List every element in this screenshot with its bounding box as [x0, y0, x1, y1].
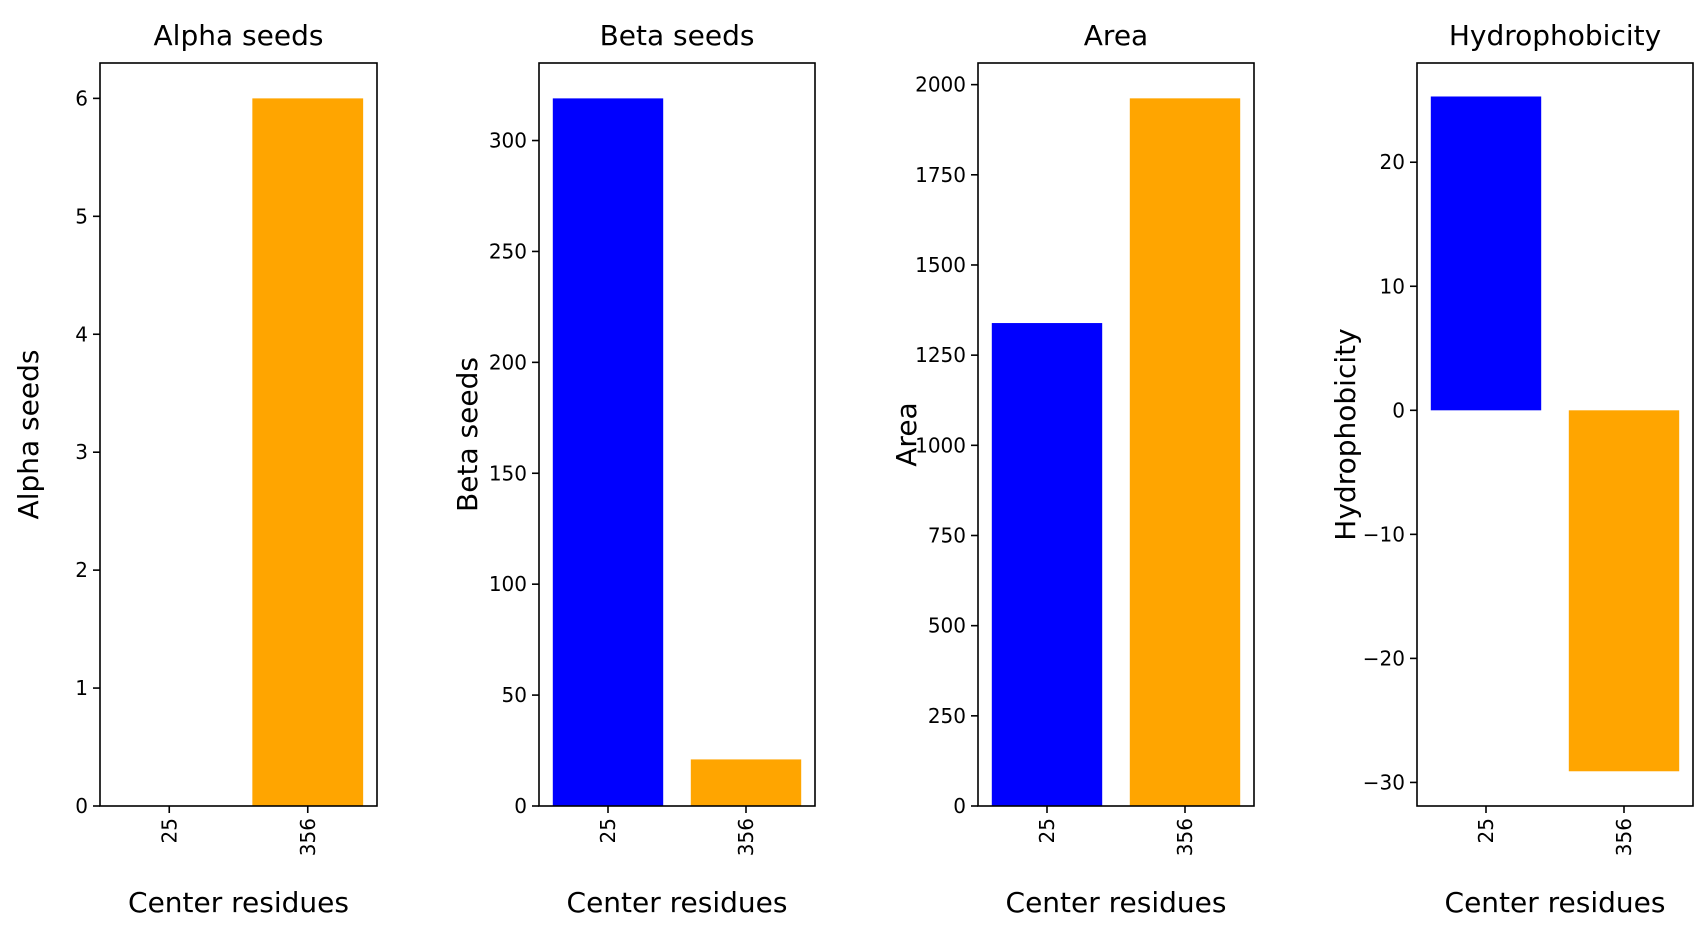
x-tick-label: 356: [1612, 818, 1636, 856]
y-tick-label: −10: [1363, 522, 1405, 546]
x-tick-label: 25: [596, 818, 620, 843]
bar-25: [991, 323, 1103, 806]
y-tick-label: 0: [953, 794, 966, 818]
panel-title: Beta seeds: [600, 19, 755, 52]
y-tick-label: 100: [489, 572, 527, 596]
x-tick-label: 25: [157, 818, 181, 843]
bar-356: [1568, 410, 1680, 772]
y-tick-label: 1750: [915, 163, 966, 187]
x-axis-title: Center residues: [567, 886, 788, 919]
y-tick-label: 3: [75, 440, 88, 464]
y-tick-label: 10: [1380, 274, 1405, 298]
axes-frame: [538, 62, 816, 807]
x-tick-label: 25: [1474, 818, 1498, 843]
x-tick-label: 356: [1173, 818, 1197, 856]
axes-frame: [977, 62, 1255, 807]
panel-title: Area: [1084, 19, 1148, 52]
x-axis-title: Center residues: [1006, 886, 1227, 919]
y-tick-label: 1500: [915, 253, 966, 277]
y-axis-title: Beta seeds: [451, 357, 484, 512]
y-tick-label: 4: [75, 322, 88, 346]
y-axis-title: Hydrophobicity: [1329, 328, 1362, 540]
y-tick-label: 2: [75, 558, 88, 582]
y-tick-label: 250: [928, 704, 966, 728]
bar-356: [690, 759, 802, 806]
y-tick-label: 6: [75, 86, 88, 110]
axes-frame: [99, 62, 378, 807]
y-tick-label: 0: [1392, 398, 1405, 422]
bar-356: [252, 98, 364, 806]
y-tick-label: 150: [489, 461, 527, 485]
bar-25: [552, 98, 664, 806]
y-tick-label: 500: [928, 614, 966, 638]
bar-356: [1129, 98, 1241, 806]
y-tick-label: 300: [489, 129, 527, 153]
x-axis-title: Center residues: [128, 886, 349, 919]
y-tick-label: 2000: [915, 73, 966, 97]
y-tick-label: 750: [928, 523, 966, 547]
x-tick-label: 25: [1035, 818, 1059, 843]
y-tick-label: 1: [75, 676, 88, 700]
x-axis-title: Center residues: [1445, 886, 1666, 919]
y-tick-label: 0: [75, 794, 88, 818]
y-tick-label: 200: [489, 350, 527, 374]
y-axis-title: Area: [890, 402, 923, 466]
y-tick-label: 1000: [915, 433, 966, 457]
y-tick-label: 1250: [915, 343, 966, 367]
y-tick-label: 50: [502, 683, 527, 707]
x-tick-label: 356: [734, 818, 758, 856]
axes-frame: [1416, 62, 1694, 807]
y-tick-label: −30: [1363, 770, 1405, 794]
y-tick-label: 250: [489, 239, 527, 263]
bar-25: [1430, 96, 1542, 411]
panel-title: Hydrophobicity: [1449, 19, 1661, 52]
y-tick-label: −20: [1363, 646, 1405, 670]
panel-title: Alpha seeds: [154, 19, 324, 52]
y-tick-label: 20: [1380, 150, 1405, 174]
y-tick-label: 5: [75, 204, 88, 228]
y-tick-label: 0: [514, 794, 527, 818]
y-axis-title: Alpha seeds: [12, 350, 45, 520]
x-tick-label: 356: [296, 818, 320, 856]
